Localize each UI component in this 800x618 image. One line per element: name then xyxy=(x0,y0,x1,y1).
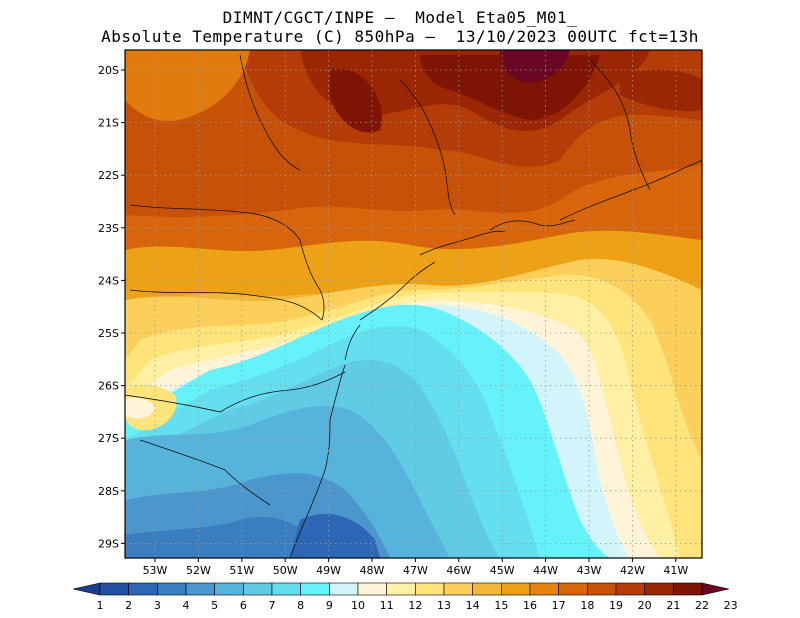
colorbar-label: 14 xyxy=(466,599,480,612)
map-frame xyxy=(124,49,703,559)
colorbar-swatch xyxy=(443,582,473,596)
map-title-line-2: Absolute Temperature (C) 850hPa – 13/10/… xyxy=(101,27,699,46)
colorbar-swatch xyxy=(128,582,158,596)
colorbar-swatch xyxy=(615,582,645,596)
lon-tick-label: 46W xyxy=(446,564,471,577)
colorbar-label: 13 xyxy=(437,599,451,612)
colorbar-label: 6 xyxy=(240,599,247,612)
colorbar-swatch xyxy=(300,582,330,596)
colorbar-swatch xyxy=(157,582,187,596)
colorbar-label: 3 xyxy=(154,599,161,612)
colorbar-swatch xyxy=(673,582,703,596)
colorbar-label: 10 xyxy=(351,599,365,612)
colorbar-label: 8 xyxy=(297,599,304,612)
colorbar-label: 20 xyxy=(638,599,652,612)
lon-tick-label: 52W xyxy=(186,564,211,577)
map-title-line-1: DIMNT/CGCT/INPE – Model Eta05_M01_ xyxy=(222,8,578,27)
lon-tick-label: 42W xyxy=(620,564,645,577)
lat-tick-label: 27S xyxy=(98,432,119,445)
colorbar-swatch xyxy=(185,582,215,596)
map-gridlines xyxy=(125,50,702,558)
colorbar-swatch xyxy=(415,582,445,596)
lat-tick-label: 25S xyxy=(98,327,119,340)
colorbar-swatch xyxy=(99,582,129,596)
lon-tick-label: 50W xyxy=(273,564,298,577)
colorbar-label: 2 xyxy=(125,599,132,612)
colorbar-swatch xyxy=(214,582,244,596)
colorbar-label: 5 xyxy=(211,599,218,612)
colorbar-label: 15 xyxy=(494,599,508,612)
colorbar-swatch xyxy=(472,582,502,596)
colorbar-swatch xyxy=(243,582,273,596)
colorbar-swatch xyxy=(644,582,674,596)
colorbar-label: 11 xyxy=(380,599,394,612)
lat-tick-label: 26S xyxy=(98,380,119,393)
colorbar-label: 16 xyxy=(523,599,537,612)
lon-tick-label: 45W xyxy=(490,564,515,577)
lon-tick-label: 49W xyxy=(316,564,341,577)
colorbar-swatch xyxy=(271,582,301,596)
colorbar-swatch xyxy=(329,582,359,596)
colorbar-swatch xyxy=(529,582,559,596)
colorbar-label: 4 xyxy=(183,599,190,612)
lon-tick-label: 51W xyxy=(229,564,254,577)
lon-tick-label: 41W xyxy=(663,564,688,577)
colorbar-swatch xyxy=(357,582,387,596)
lat-tick-label: 22S xyxy=(98,169,119,182)
colorbar-label: 12 xyxy=(408,599,422,612)
colorbar-label: 17 xyxy=(552,599,566,612)
lat-tick-label: 24S xyxy=(98,274,119,287)
colorbar-swatch xyxy=(558,582,588,596)
colorbar-arrow-low xyxy=(72,582,101,596)
colorbar-label: 22 xyxy=(695,599,709,612)
colorbar-label: 18 xyxy=(580,599,594,612)
lat-tick-label: 20S xyxy=(98,64,119,77)
lon-tick-label: 43W xyxy=(577,564,602,577)
colorbar-label: 1 xyxy=(97,599,104,612)
boundary-lines xyxy=(125,54,702,558)
lon-tick-label: 47W xyxy=(403,564,428,577)
lon-tick-label: 53W xyxy=(143,564,168,577)
lat-tick-label: 29S xyxy=(98,537,119,550)
colorbar-label: 9 xyxy=(326,599,333,612)
lat-tick-label: 28S xyxy=(98,485,119,498)
lon-tick-label: 44W xyxy=(533,564,558,577)
lat-tick-label: 23S xyxy=(98,222,119,235)
colorbar-label: 21 xyxy=(666,599,680,612)
colorbar-swatch xyxy=(587,582,617,596)
colorbar-label: 7 xyxy=(269,599,276,612)
temperature-field xyxy=(125,50,702,558)
colorbar: 1 2 3 4 5 6 7 8 9 10 11 12 13 14 15 16 17 18 19 20 21 22 23 xyxy=(72,582,738,612)
colorbar-label: 19 xyxy=(609,599,623,612)
lat-tick-label: 21S xyxy=(98,117,119,130)
colorbar-arrow-high xyxy=(701,582,730,596)
lon-tick-label: 48W xyxy=(360,564,385,577)
colorbar-swatch xyxy=(386,582,416,596)
colorbar-label: 23 xyxy=(724,599,738,612)
longitude-axis: 53W 52W 51W 50W 49W 48W 47W 46W 45W 44W 43W 42W 41W xyxy=(143,558,688,577)
colorbar-swatch xyxy=(501,582,531,596)
latitude-axis: 20S 21S 22S 23S 24S 25S 26S 27S 28S 29S xyxy=(98,64,125,550)
